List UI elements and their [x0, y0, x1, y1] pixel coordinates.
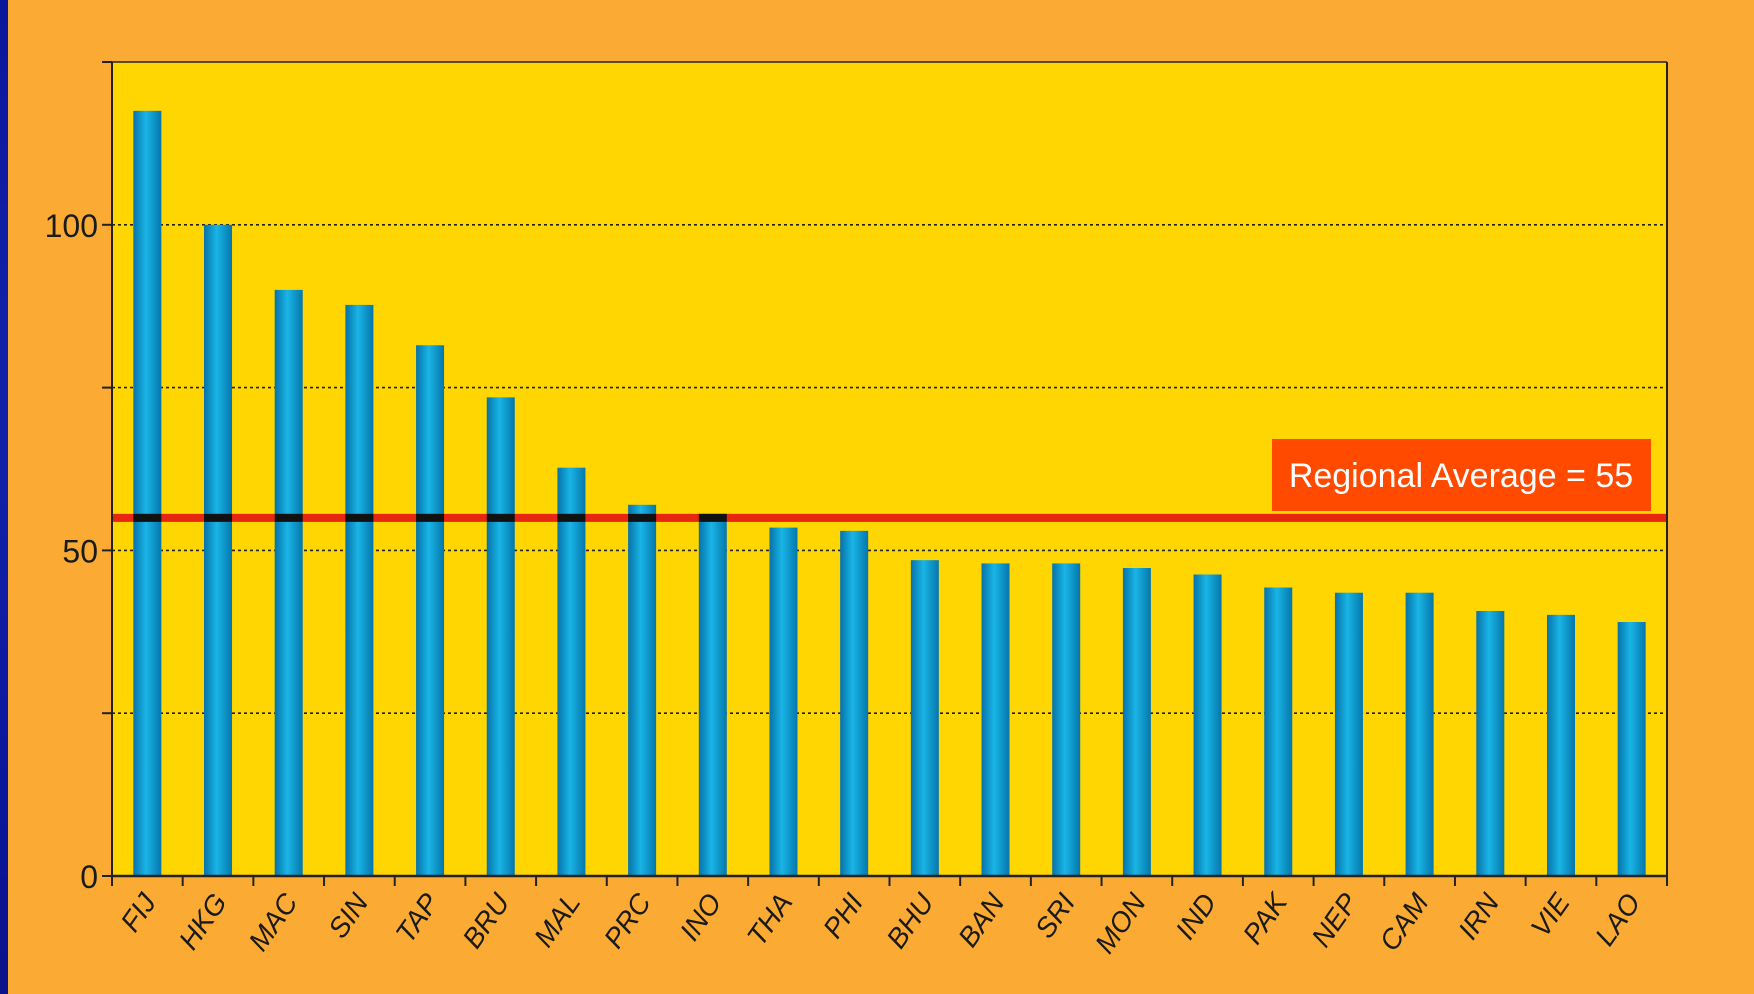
reference-overlap — [274, 513, 303, 522]
y-tick-label: 0 — [80, 859, 98, 895]
bars — [133, 110, 1646, 877]
x-tick-label: FIJ — [115, 887, 163, 937]
bar-mon — [1122, 567, 1151, 876]
x-tick-label: MON — [1089, 887, 1152, 959]
chart-panel: Regional Average = 55 0 50 100 FIJ HKG MAC SIN… — [8, 0, 1754, 994]
y-tick-label: 100 — [45, 208, 98, 244]
bar-vie — [1546, 614, 1575, 876]
reference-overlap — [204, 513, 233, 522]
reference-overlap — [345, 513, 374, 522]
x-tick-label: BAN — [952, 887, 1011, 953]
axes — [102, 61, 1668, 886]
y-tick-label: 50 — [62, 533, 98, 569]
bar-irn — [1476, 610, 1505, 876]
x-tick-label: SRI — [1029, 887, 1081, 943]
reference-overlap — [133, 513, 162, 522]
bar-cam — [1405, 592, 1434, 876]
x-tick-label: PAK — [1237, 887, 1294, 950]
x-tick-label: MAC — [243, 887, 305, 956]
x-tick-label: CAM — [1373, 887, 1434, 956]
bar-fij — [133, 110, 162, 877]
bar-mac — [274, 289, 303, 876]
x-tick-label: BRU — [456, 887, 516, 954]
x-tick-label: VIE — [1525, 887, 1576, 942]
bar-bhu — [910, 560, 939, 876]
x-tick-label: PHI — [817, 887, 869, 943]
bar-pak — [1264, 587, 1293, 876]
x-tick-label: HKG — [173, 888, 233, 955]
bar-hkg — [204, 224, 233, 877]
bar-sri — [1052, 563, 1081, 876]
x-tick-label: MAL — [528, 888, 586, 953]
bar-ino — [698, 514, 727, 876]
bar-phi — [840, 530, 869, 876]
reference-overlap — [557, 513, 586, 522]
x-tick-label: IRN — [1452, 887, 1505, 945]
bar-nep — [1334, 592, 1363, 876]
reference-label: Regional Average = 55 — [1289, 457, 1633, 495]
x-tick-label: PRC — [598, 887, 658, 954]
x-tick-label: THA — [741, 888, 799, 952]
bar-mal — [557, 467, 586, 876]
bar-bru — [486, 397, 515, 876]
reference-overlap — [698, 513, 727, 522]
x-tick-label: NEP — [1305, 887, 1364, 952]
reference-label-box — [1272, 439, 1651, 511]
x-tick-label: INO — [674, 888, 728, 947]
x-tick-label: LAO — [1589, 888, 1647, 952]
bar-prc — [628, 504, 657, 876]
reference-overlap — [416, 513, 445, 522]
x-tick-label: TAP — [390, 887, 446, 948]
bar-ind — [1193, 574, 1222, 876]
bar-sin — [345, 304, 374, 877]
reference-overlap — [628, 513, 657, 522]
bar-ban — [981, 563, 1010, 876]
x-tick-label: SIN — [322, 887, 375, 944]
reference-overlap — [486, 513, 515, 522]
x-tick-label: IND — [1169, 888, 1222, 945]
bar-chart: Regional Average = 55 0 50 100 FIJ HKG MAC SIN… — [45, 61, 1668, 959]
bar-tha — [769, 527, 798, 876]
reference-line-group: Regional Average = 55 — [112, 439, 1667, 522]
x-tick-label: BHU — [880, 887, 940, 954]
bar-lao — [1617, 622, 1646, 876]
bar-tap — [416, 345, 445, 877]
